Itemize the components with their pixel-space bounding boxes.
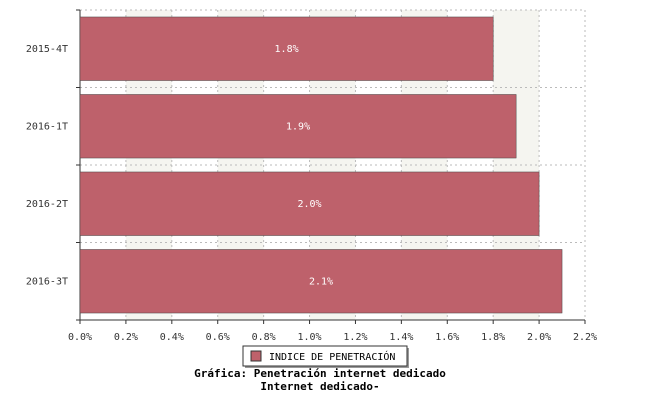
data-label: 2.1% xyxy=(309,276,333,287)
data-label: 1.8% xyxy=(275,44,299,55)
data-label: 1.9% xyxy=(286,121,310,132)
x-tick-label: 0.0% xyxy=(68,332,92,343)
y-tick-label: 2015-4T xyxy=(26,44,68,55)
bar xyxy=(79,16,494,81)
legend-label: INDICE DE PENETRACIÓN xyxy=(269,350,395,363)
bar xyxy=(79,249,563,314)
chart-title: Gráfica: Penetración internet dedicado xyxy=(194,367,446,380)
bar xyxy=(79,94,517,159)
x-tick-label: 1.4% xyxy=(389,332,413,343)
x-tick-label: 0.8% xyxy=(252,332,276,343)
x-tick-label: 0.6% xyxy=(206,332,230,343)
y-tick-label: 2016-3T xyxy=(26,276,68,287)
x-tick-label: 2.0% xyxy=(527,332,551,343)
chart-subtitle: Internet dedicado- xyxy=(260,380,379,393)
data-label: 2.0% xyxy=(297,199,321,210)
x-tick-label: 2.2% xyxy=(573,332,597,343)
bar xyxy=(79,171,540,236)
legend-box xyxy=(242,345,408,367)
y-tick-label: 2016-2T xyxy=(26,199,68,210)
legend-swatch xyxy=(250,350,262,362)
x-tick-label: 1.0% xyxy=(297,332,321,343)
y-tick-label: 2016-1T xyxy=(26,121,68,132)
x-tick-label: 1.2% xyxy=(343,332,367,343)
x-tick-label: 0.4% xyxy=(160,332,184,343)
x-tick-label: 1.8% xyxy=(481,332,505,343)
x-tick-label: 1.6% xyxy=(435,332,459,343)
x-tick-label: 0.2% xyxy=(114,332,138,343)
